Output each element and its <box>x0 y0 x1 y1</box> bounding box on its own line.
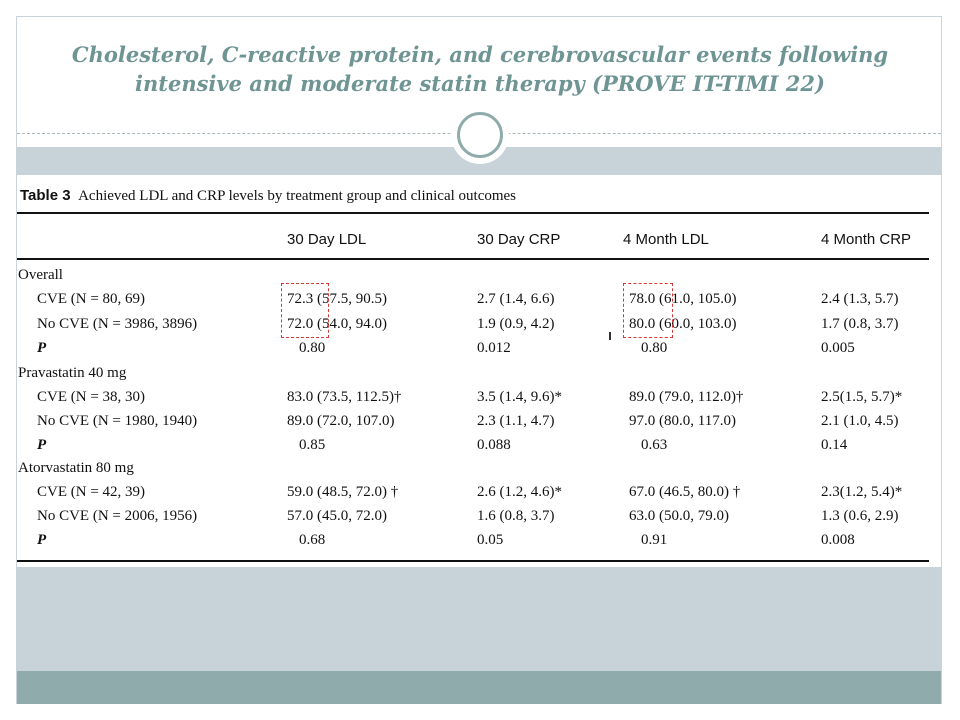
table-cell: 57.0 (45.0, 72.0) <box>287 508 387 524</box>
stray-mark <box>609 332 611 340</box>
table-cell: 89.0 (79.0, 112.0)† <box>629 389 744 405</box>
table-cell: 2.6 (1.2, 4.6)* <box>477 484 562 500</box>
table-cell: 97.0 (80.0, 117.0) <box>629 413 736 429</box>
column-header: 30 Day CRP <box>477 231 561 248</box>
table-cell: 0.05 <box>477 532 504 548</box>
table-image: Table 3 Achieved LDL and CRP levels by t… <box>17 175 941 567</box>
footer-bar <box>17 671 941 704</box>
row-label: CVE (N = 80, 69) <box>37 291 146 307</box>
column-header: 4 Month LDL <box>623 231 709 248</box>
table-cell: 2.4 (1.3, 5.7) <box>821 291 899 307</box>
table-cell: 0.63 <box>641 437 668 453</box>
table-cell: 83.0 (73.5, 112.5)† <box>287 389 402 405</box>
table-cell: 72.3 (57.5, 90.5) <box>287 291 387 307</box>
table-cell: 0.088 <box>477 437 511 453</box>
table-cell: 80.0 (60.0, 103.0) <box>629 316 737 332</box>
row-label: CVE (N = 42, 39) <box>37 484 146 500</box>
table-cell: 67.0 (46.5, 80.0) † <box>629 484 741 500</box>
row-label: No CVE (N = 2006, 1956) <box>37 508 198 524</box>
table-cell: 0.85 <box>299 437 326 453</box>
highlight-box-4month-ldl <box>623 283 673 338</box>
table-header-rule <box>17 258 929 260</box>
table-cell: 59.0 (48.5, 72.0) † <box>287 484 399 500</box>
row-label: P <box>37 532 47 548</box>
table-cell: 0.80 <box>641 340 668 356</box>
table-cell: 0.68 <box>299 532 326 548</box>
table-top-rule <box>17 212 929 214</box>
table-cell: 3.5 (1.4, 9.6)* <box>477 389 562 405</box>
row-label: P <box>37 340 47 356</box>
table-cell: 89.0 (72.0, 107.0) <box>287 413 395 429</box>
table-cell: 72.0 (54.0, 94.0) <box>287 316 387 332</box>
table-cell: 2.1 (1.0, 4.5) <box>821 413 899 429</box>
table-cell: 63.0 (50.0, 79.0) <box>629 508 729 524</box>
table-cell: 1.3 (0.6, 2.9) <box>821 508 899 524</box>
table-cell: 0.012 <box>477 340 511 356</box>
group-label: Pravastatin 40 mg <box>18 365 127 381</box>
group-label: Overall <box>18 267 63 283</box>
table-cell: 2.5(1.5, 5.7)* <box>821 389 903 405</box>
table-cell: 0.80 <box>299 340 326 356</box>
table-caption: Table 3 Achieved LDL and CRP levels by t… <box>20 187 516 205</box>
table-cell: 1.6 (0.8, 3.7) <box>477 508 555 524</box>
table-bottom-rule <box>17 560 929 562</box>
row-label: No CVE (N = 3986, 3896) <box>37 316 198 332</box>
table-cell: 0.005 <box>821 340 855 356</box>
table-cell: 2.3(1.2, 5.4)* <box>821 484 903 500</box>
row-label: P <box>37 437 47 453</box>
table-cell: 1.7 (0.8, 3.7) <box>821 316 899 332</box>
table-caption-text: Achieved LDL and CRP levels by treatment… <box>78 188 517 204</box>
slide-title: Cholesterol, C-reactive protein, and cer… <box>71 42 889 96</box>
divider-circle-ring <box>457 112 503 158</box>
table-cell: 2.3 (1.1, 4.7) <box>477 413 555 429</box>
table-cell: 1.9 (0.9, 4.2) <box>477 316 555 332</box>
table-cell: 78.0 (61.0, 105.0) <box>629 291 737 307</box>
column-header: 30 Day LDL <box>287 231 367 248</box>
divider-circle-icon <box>451 106 509 164</box>
table-cell: 0.008 <box>821 532 855 548</box>
table-caption-label: Table 3 <box>20 187 71 204</box>
column-header: 4 Month CRP <box>821 231 912 248</box>
row-label: No CVE (N = 1980, 1940) <box>37 413 198 429</box>
row-label: CVE (N = 38, 30) <box>37 389 146 405</box>
table-cell: 0.91 <box>641 532 668 548</box>
highlight-box-30day-ldl <box>281 283 329 338</box>
table-cell: 0.14 <box>821 437 848 453</box>
group-label: Atorvastatin 80 mg <box>18 460 134 476</box>
table-cell: 2.7 (1.4, 6.6) <box>477 291 555 307</box>
